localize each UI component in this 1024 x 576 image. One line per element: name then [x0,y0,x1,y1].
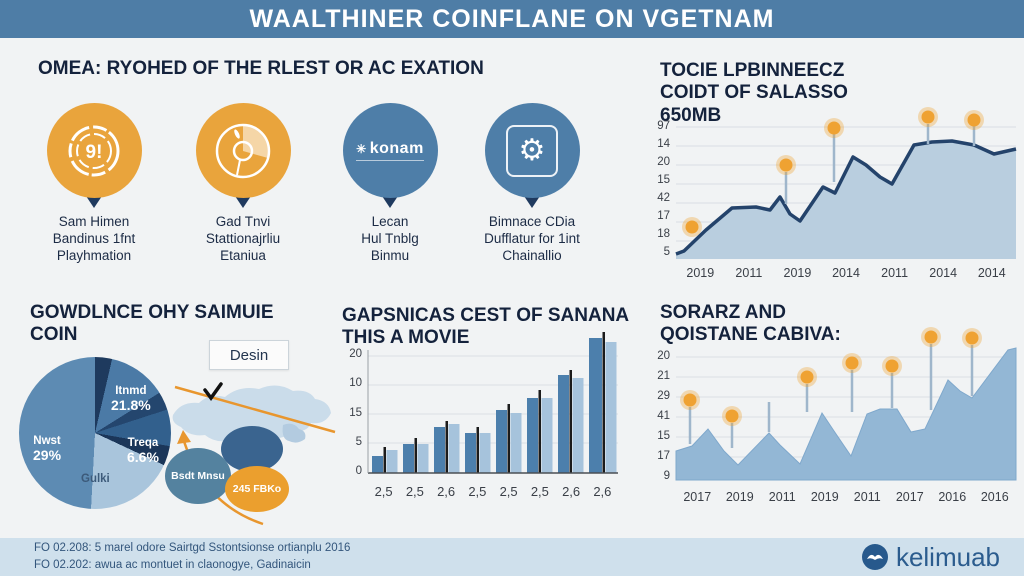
disc-icon [215,123,271,178]
desin-label-box: Desin [209,340,289,370]
svg-text:9!: 9! [86,142,103,163]
footer-notes: FO 02.208: 5 marel odore Sairtgd Sstonts… [34,540,350,573]
brand-name: kelimuab [895,541,1000,572]
chart3-area-chart: 20 21 29 41 15 17 9 [646,327,1020,510]
process-item-3: ✳ konam Lecan Hul Tnblg Binmu [315,103,465,265]
chart1-x-axis: 2019 2011 2019 2014 2011 2014 2014 [686,266,1006,280]
area-fill [676,141,1016,259]
coin-ring-icon: 9! [68,125,120,176]
orange-trend-line [174,385,336,434]
page-title: WAALTHINER COINFLANE ON VGETNAM [249,4,775,33]
footer-bar: FO 02.208: 5 marel odore Sairtgd Sstonts… [0,538,1024,576]
bar-chart-x-axis: 2,5 2,5 2,6 2,5 2,5 2,5 2,6 2,6 [374,484,612,499]
process-item-4-label: Bimnace CDia Dufflatur for 1int Chainall… [484,214,580,263]
gear-shield-icon: ⚙ [484,103,580,198]
footer-line-2: FO 02.202: awua ac montuet in claonogye,… [34,559,311,571]
pie-label-gulki: Gulki [81,473,110,485]
chart1-area-chart: 97 14 20 15 42 17 18 5 20 [646,107,1020,288]
pin-triangle-icon [382,196,398,208]
process-section-heading: OMEA: RYOHED OF THE RLEST OR AC EXATION [38,58,484,79]
chart1-y-axis: 97 14 20 15 42 17 18 5 [657,120,670,258]
process-item-3-label: Lecan Hul Tnblg Binmu [361,214,419,263]
bar-chart-y-axis: 20 10 15 5 0 [349,348,362,477]
trend-line [675,139,1017,256]
oval-dark [221,426,283,472]
orange-markers [680,327,982,426]
chart3-plot [675,327,1017,481]
chart3-y-axis: 20 21 29 41 15 17 9 [657,350,670,482]
bird-logo-icon [861,544,888,570]
chart3-x-axis: 2017 2019 2011 2019 2011 2017 2016 2016 [683,490,1009,504]
bar-chart: 20 10 15 5 0 [336,332,622,510]
marker-stems [784,124,976,204]
world-map-icon [172,385,331,443]
process-item-1: 9! Sam Himen Bandinus 1fnt Playhmation [19,103,169,265]
process-item-1-label: Sam Himen Bandinus 1fnt Playhmation [52,214,136,263]
chart1-title: TOCIE LPBINNEECZ COIDT OF SALASSO 650MB [660,60,848,126]
pin-triangle-icon [524,196,540,208]
pie-chart: Nwst 29% Itnmd 21.8% Treqa 6.6% Gulki [19,357,171,509]
process-item-4: ⚙ Bimnace CDia Dufflatur for 1int Chaina… [457,103,607,265]
pin-triangle-icon [235,196,251,208]
chart1-plot [675,107,1017,259]
footer-line-1: FO 02.208: 5 marel odore Sairtgd Sstonts… [34,542,351,555]
spark-icon: ✳ [356,142,367,156]
pie-label-nwst: Nwst 29% [33,435,62,463]
konam-brand-icon: ✳ konam [342,103,438,198]
chart3-title: SORARZ AND QOISTANE CABIVA: [660,302,841,346]
orange-markers [682,107,984,237]
pie-graphic [19,357,171,509]
pie-label-treqa: Treqa 6.6% [127,437,159,465]
pie-section-title: GOWDLNCE OHY SAIMUIE COIN [30,302,274,346]
bird-check-icon [203,382,223,401]
pin-triangle-icon [86,196,102,208]
marker-stems [688,344,974,448]
pie-label-itnmd: Itnmd 21.8% [111,385,151,413]
process-item-2-label: Gad Tnvi Stattionajrliu Etaniua [205,214,281,263]
bar-groups [372,332,617,473]
bar-chart-plot [367,332,618,474]
disc-chart-icon [195,103,291,198]
area-fill [675,347,1017,481]
oval-left: Bsdt Mnsu [165,448,231,504]
bar-chart-title: GAPSNICAS CEST OF SANANA THIS A MOVIE [342,305,630,349]
oval-orange: 245 FBKo [225,466,289,512]
gear-icon: ⚙ [518,133,546,167]
brand-logo: kelimuab [861,541,1000,573]
title-bar: WAALTHINER COINFLANE ON VGETNAM [0,0,1024,38]
arrowhead-icon [177,430,191,444]
process-item-2: Gad Tnvi Stattionajrliu Etaniua [168,103,318,265]
map-cluster: Desin Bsdt Mnsu 245 FBKo [163,332,338,528]
coin-badge-icon: 9! [46,103,142,198]
